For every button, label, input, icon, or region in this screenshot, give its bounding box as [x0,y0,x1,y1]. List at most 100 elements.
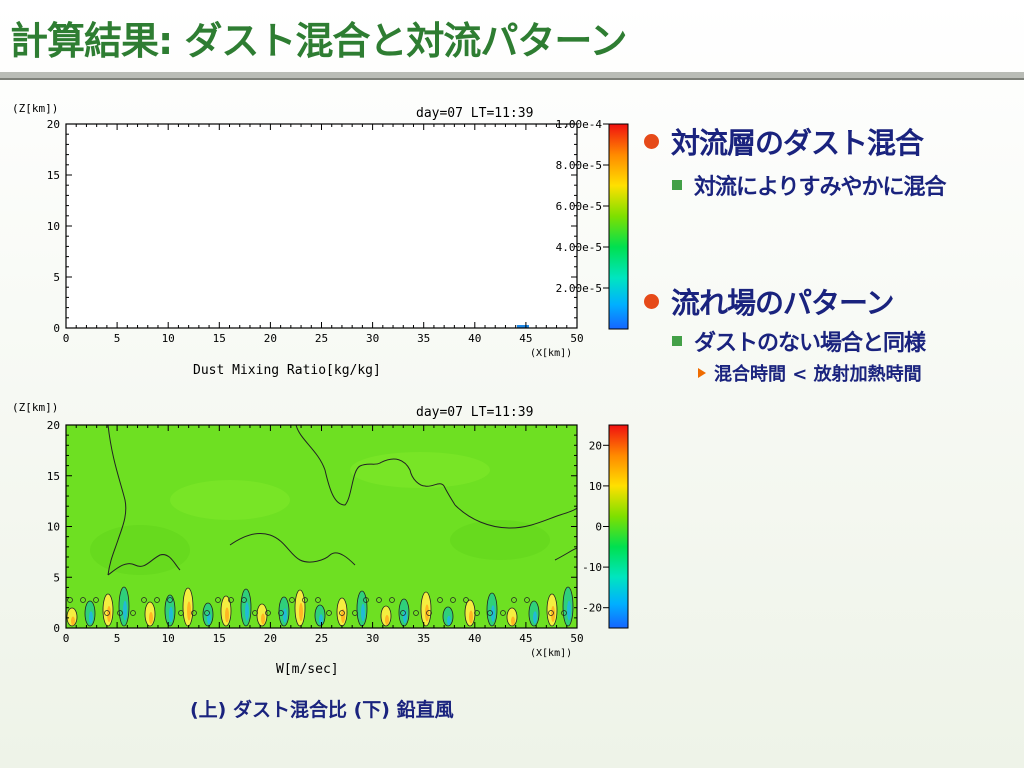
y-tick-label: 20 [47,419,60,432]
bullet-text: 対流によりすみやかに混合 [694,175,947,200]
dust-mixing-ratio-chart: 0 5 10 15 20 25 30 35 40 45 50 0 5 10 15 20 (Z[km]) da… [12,102,629,378]
x-tick-label: 20 [264,332,277,345]
colorbar-tick-label: 8.00e-5 [556,159,602,172]
contour-loop [278,610,284,616]
colorbar [608,123,629,330]
contour-loop [463,597,469,603]
x-tick-label: 50 [570,632,583,645]
x-axis-label: W[m/sec] [276,662,339,677]
contour-loop [339,610,345,616]
x-tick-label: 5 [114,332,121,345]
x-tick-label: 35 [417,632,430,645]
bullet-item-1: 対流層のダスト混合 [644,120,924,162]
x-ticks: 0 5 10 15 20 25 30 35 40 45 50 [63,124,584,345]
x-tick-label: 10 [162,632,175,645]
convective-cell-core [169,606,173,623]
y-tick-label: 20 [47,118,60,131]
colorbar-tick-label: 1.00e-4 [556,118,603,131]
contour-loop [450,597,456,603]
x-tick-label: 40 [468,332,481,345]
y-ticks: 0 5 10 15 20 [47,118,577,335]
convective-cell-core [403,609,407,624]
x-tick-label: 45 [519,332,532,345]
colorbar-tick-label: 4.00e-5 [556,241,602,254]
x-tick-label: 5 [114,632,121,645]
convective-cell-core [245,602,249,621]
y-ticks: 0 5 10 15 20 [47,419,577,635]
x-tick-label: 40 [468,632,481,645]
x-tick-label: 15 [213,632,226,645]
convective-cell-core [361,603,365,622]
contour-loop [524,597,530,603]
convective-cell-core [123,600,127,621]
y-tick-label: 10 [47,220,60,233]
colorbar [608,424,629,629]
contour-loop [117,610,123,616]
contour-loop [154,597,160,603]
contour-loop [265,610,271,616]
x-tick-label: 25 [315,632,328,645]
colorbar-tick-label: -10 [582,561,602,574]
bullet-item-3: 流れ場のパターン [644,280,895,322]
x-tick-label: 20 [264,632,277,645]
y-tick-label: 0 [53,622,60,635]
contour-loop [93,597,99,603]
contour-loop [104,610,110,616]
contour-loop [376,597,382,603]
x-unit-label: (X[km]) [530,648,572,659]
contour-loop [215,597,221,603]
wind-field [66,425,577,628]
contour-loop [561,610,567,616]
contour-loop [228,597,234,603]
convective-cell-core [283,608,287,623]
colorbar-ticks: 20 10 0 -10 -20 [582,439,609,615]
bullet-text: 対流層のダスト混合 [671,126,924,160]
bullet-dot-icon [644,293,659,309]
convective-cells [66,586,574,627]
x-tick-label: 30 [366,632,379,645]
figure-caption: (上) ダスト混合比 (下) 鉛直風 [190,699,454,721]
x-tick-label: 15 [213,332,226,345]
convective-cell-core [341,609,345,623]
x-tick-label: 50 [570,332,583,345]
convective-cell-core [149,612,153,624]
x-ticks: 0 5 10 15 20 25 30 35 40 45 50 [63,425,584,645]
bullet-text: 流れ場のパターン [671,286,895,320]
contour-loop [80,597,86,603]
bullet-item-5: 混合時間 < 放射加熱時間 [698,360,922,386]
convective-cell-core [299,603,303,621]
contour-loop [389,597,395,603]
y-tick-label: 15 [47,169,60,182]
y-tick-label: 5 [53,571,60,584]
contour-loop [487,610,493,616]
chart-title: day=07 LT=11:39 [416,106,533,121]
slide-title: 計算結果: ダスト混合と対流パターン [10,19,628,63]
x-tick-label: 0 [63,632,70,645]
contour-loop [167,597,173,603]
convective-cell-core [89,611,93,624]
convective-cell-core [511,616,515,626]
bullet-text: 混合時間 < 放射加熱時間 [714,364,922,385]
contour-loop [326,610,332,616]
vertical-wind-chart: 0 5 10 15 20 25 30 35 40 45 50 0 5 10 15 20 (Z[km]) da… [12,401,629,677]
x-tick-label: 30 [366,332,379,345]
convective-cell-core [469,610,473,624]
dust-patch [517,325,529,328]
contour-loop [474,610,480,616]
convective-cell-core [425,604,429,622]
bullet-dot-icon [644,133,659,149]
colorbar-tick-label: 2.00e-5 [556,282,602,295]
chart-title: day=07 LT=11:39 [416,405,533,420]
y-tick-label: 0 [53,322,60,335]
bullet-text: ダストのない場合と同様 [694,331,926,356]
colorbar-tick-label: 6.00e-5 [556,200,602,213]
convective-cell-core [447,615,451,626]
convective-cell-core [533,611,537,624]
contour-loop [437,597,443,603]
contour-loop [241,597,247,603]
contour-loop [178,610,184,616]
y-tick-label: 5 [53,271,60,284]
bullet-square-icon [672,336,682,346]
contour-loop [141,597,147,603]
convective-cell-core [71,616,75,626]
